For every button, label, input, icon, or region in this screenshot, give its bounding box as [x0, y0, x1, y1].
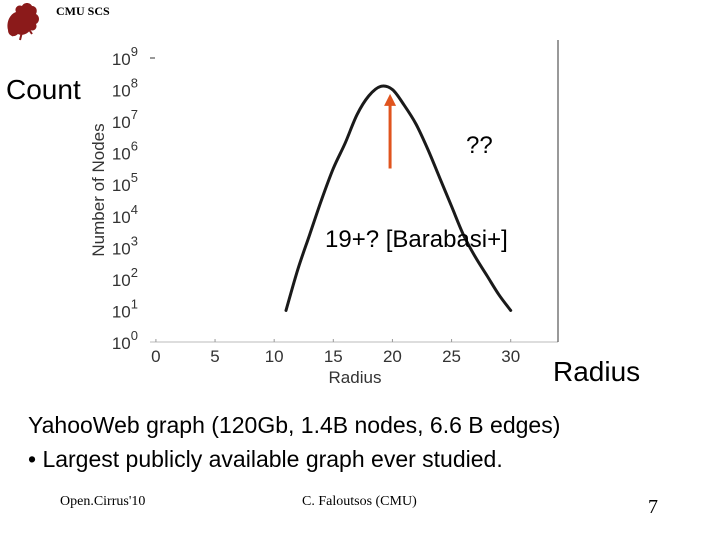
y-tick-label: 101 [112, 296, 138, 321]
y-tick-label: 103 [112, 233, 138, 258]
barabasi-label: 19+? [Barabasi+] [325, 226, 508, 253]
y-tick-label: 100 [112, 328, 138, 353]
footer-left: Open.Cirrus'10 [60, 494, 146, 509]
header-org-label: CMU SCS [56, 4, 110, 18]
radius-distribution-chart: 0 5 10 15 20 25 30 Radius 100 101 102 103 104 105 106 1… [89, 40, 559, 387]
y-tick-label: 107 [112, 107, 138, 132]
y-tick-label: 109 [112, 44, 138, 69]
x-tick-label: 15 [324, 347, 343, 366]
x-tick-label: 0 [151, 347, 160, 366]
x-axis-title: Radius [329, 368, 382, 387]
footer-author: C. Faloutsos (CMU) [302, 494, 417, 509]
griffin-logo-icon [7, 3, 40, 41]
series-line-0 [284, 84, 513, 312]
x-tick-label: 5 [210, 347, 219, 366]
y-tick-label: 108 [112, 76, 138, 101]
page-number: 7 [648, 496, 658, 518]
caption-line1: YahooWeb graph (120Gb, 1.4B nodes, 6.6 B… [28, 412, 561, 438]
y-tick-label: 106 [112, 139, 138, 164]
x-tick-label: 30 [501, 347, 520, 366]
x-tick-label: 20 [383, 347, 402, 366]
x-tick-label: 10 [265, 347, 284, 366]
y-tick-label: 105 [112, 170, 138, 195]
x-tick-label: 25 [442, 347, 461, 366]
annotation-arrow-head [384, 93, 397, 106]
caption-line2: • Largest publicly available graph ever … [28, 446, 503, 472]
radius-label: Radius [553, 356, 641, 387]
y-tick-label: 104 [112, 202, 138, 227]
y-axis-title: Number of Nodes [89, 123, 108, 256]
question-label: ?? [466, 132, 493, 159]
y-tick-label: 102 [112, 265, 138, 290]
count-label: Count [6, 74, 81, 105]
